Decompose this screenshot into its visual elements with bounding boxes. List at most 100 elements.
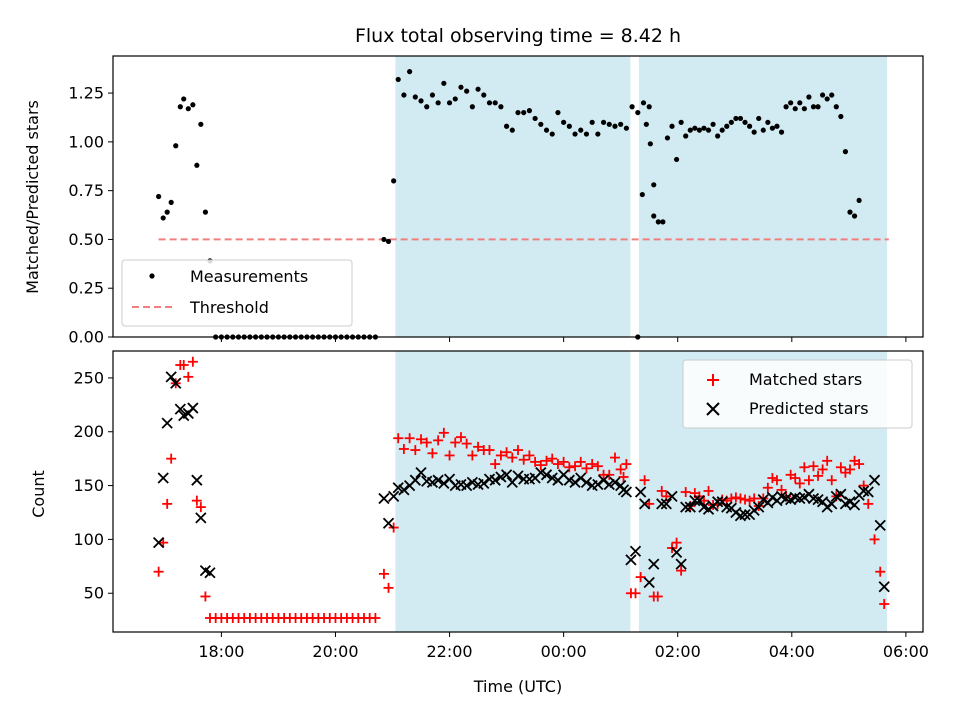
measurement-point <box>824 96 830 102</box>
ratio-y-label: Matched/Predicted stars <box>23 100 42 294</box>
measurement-point <box>385 238 392 244</box>
count-panel: 50 100 150 200 250 18:00 20:00 22:00 00:00 02:00… <box>29 350 929 696</box>
measurement-point <box>778 129 785 135</box>
legend-threshold-label: Threshold <box>189 298 269 317</box>
matched-point <box>153 566 164 577</box>
ratio-x-axis <box>220 337 907 342</box>
ratio-y-tick-label: 0.25 <box>68 279 104 298</box>
measurement-point <box>635 109 641 116</box>
predicted-point <box>648 558 660 570</box>
count-legend-box <box>682 359 913 429</box>
measurement-point <box>792 106 798 112</box>
measurement-point <box>810 104 817 110</box>
measurement-point <box>673 156 680 163</box>
measurement-point <box>164 209 170 215</box>
predicted-point <box>191 474 203 486</box>
predicted-point <box>660 498 672 510</box>
matched-point <box>404 433 415 444</box>
x-tick-label: 06:00 <box>883 642 929 661</box>
measurement-point <box>851 213 858 219</box>
predicted-point <box>835 488 847 500</box>
measurement-point <box>168 199 174 205</box>
matched-point <box>587 459 598 470</box>
matched-point <box>794 478 805 489</box>
measurement-point <box>391 178 397 184</box>
predicted-point <box>170 377 182 389</box>
chart-title: Flux total observing time = 8.42 h <box>355 25 681 47</box>
predicted-point <box>666 490 678 502</box>
predicted-point <box>693 495 706 507</box>
matched-point <box>609 452 620 463</box>
ratio-shaded-interval <box>638 56 888 337</box>
measurement-point <box>606 121 612 127</box>
measurement-point <box>640 100 647 106</box>
predicted-point <box>478 477 490 490</box>
ratio-shaded-intervals <box>395 56 888 337</box>
ratio-y-tick-label: 0.75 <box>68 181 104 200</box>
measurement-point <box>833 104 839 110</box>
count-y-axis: 50 100 150 200 250 <box>73 368 113 603</box>
matched-point <box>162 498 173 509</box>
predicted-point <box>388 490 400 502</box>
measurement-point <box>733 115 739 122</box>
predicted-point <box>862 486 874 498</box>
predicted-point <box>415 467 427 479</box>
matched-point <box>191 495 202 506</box>
measurement-point <box>797 100 803 106</box>
measurement-point <box>395 76 401 83</box>
legend-matched-marker <box>707 374 719 386</box>
measurement-point <box>728 119 734 125</box>
legend-measurements-label: Measurements <box>190 267 308 286</box>
legend-predicted-label: Predicted stars <box>749 399 869 418</box>
matched-point <box>398 443 409 454</box>
ratio-legend: Measurements Threshold <box>121 259 353 327</box>
measurement-point <box>464 88 470 94</box>
predicted-point <box>739 509 751 521</box>
predicted-point <box>398 484 410 496</box>
matched-point <box>604 469 615 480</box>
matched-point <box>618 471 629 482</box>
measurement-point <box>498 104 504 110</box>
matched-point <box>592 461 603 472</box>
predicted-point <box>382 517 395 529</box>
measurement-point <box>194 162 200 168</box>
measurement-point <box>543 127 550 133</box>
matched-point <box>530 456 541 467</box>
matched-point <box>744 495 755 506</box>
x-tick-label: 00:00 <box>541 642 587 661</box>
predicted-point <box>512 470 524 482</box>
matched-point <box>200 591 211 602</box>
matched-point <box>524 450 535 461</box>
predicted-point <box>656 498 668 510</box>
measurement-point <box>701 125 707 131</box>
ratio-y-tick-label: 0.50 <box>68 230 104 249</box>
matched-point <box>858 480 869 491</box>
matched-point <box>621 459 632 470</box>
predicted-point <box>597 474 610 486</box>
measurement-point <box>160 215 166 221</box>
matched-point <box>461 438 472 449</box>
matched-point <box>730 492 741 503</box>
measurement-point <box>715 133 721 139</box>
measurement-point <box>678 119 684 125</box>
matched-point <box>803 475 814 486</box>
predicted-point <box>643 576 655 589</box>
measurement-point <box>190 102 196 108</box>
predicted-point <box>152 537 165 549</box>
matched-point <box>635 572 646 583</box>
matched-point <box>547 453 558 464</box>
predicted-point <box>638 498 651 510</box>
measurement-point <box>177 104 183 110</box>
measurement-point <box>600 119 607 125</box>
matched-point <box>703 485 714 496</box>
matched-point <box>178 359 189 370</box>
matched-point <box>378 568 389 579</box>
measurement-point <box>492 100 498 106</box>
measurement-point <box>173 143 179 149</box>
matched-point <box>652 591 663 602</box>
matched-point <box>433 435 444 446</box>
measurement-point <box>801 106 807 112</box>
matched-point <box>558 456 569 467</box>
matched-point <box>370 613 381 624</box>
